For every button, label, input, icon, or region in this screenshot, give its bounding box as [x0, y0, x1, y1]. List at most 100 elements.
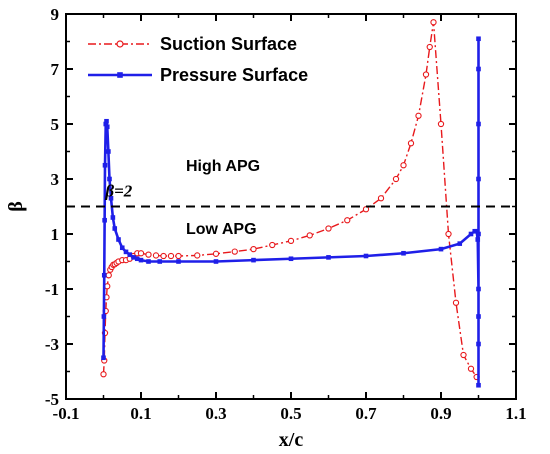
data-point [445, 230, 452, 238]
series-pressure-surface [101, 36, 481, 388]
data-point [438, 246, 444, 252]
data-point [344, 217, 351, 224]
data-point [475, 237, 481, 242]
data-point [474, 228, 479, 234]
data-point [103, 121, 109, 127]
x-axis-title: x/c [279, 429, 304, 451]
data-point [175, 252, 182, 260]
data-point [407, 140, 415, 147]
data-point [250, 245, 257, 253]
data-point [104, 118, 109, 124]
data-point [112, 226, 118, 231]
data-point [392, 175, 400, 183]
y-tick-label: 3 [51, 170, 60, 189]
data-point [100, 371, 107, 378]
data-point [326, 255, 331, 260]
series-line [102, 38, 480, 386]
data-point [131, 255, 136, 260]
x-tick-label: -0.1 [53, 404, 80, 423]
data-point [467, 365, 475, 372]
x-tick-label: 0.3 [205, 404, 226, 423]
x-tick-label: 0.5 [280, 404, 301, 423]
data-point [306, 232, 313, 239]
data-point [167, 252, 175, 260]
data-point [476, 66, 481, 72]
data-point [401, 250, 406, 256]
data-point [400, 162, 407, 169]
data-point [145, 251, 152, 258]
data-point [152, 252, 160, 259]
data-point [476, 286, 481, 292]
data-point [269, 241, 276, 249]
data-point [108, 195, 114, 201]
data-point [105, 272, 112, 279]
data-point [430, 19, 437, 26]
data-point [363, 253, 369, 259]
data-point [452, 299, 460, 306]
series-layer [100, 19, 481, 388]
data-point [106, 149, 111, 154]
data-point [101, 272, 107, 278]
y-tick-label: 5 [51, 115, 60, 134]
data-point [194, 252, 201, 259]
data-point [426, 43, 433, 51]
data-point [287, 237, 295, 245]
data-point [476, 341, 481, 347]
y-tick-label: -5 [45, 390, 59, 409]
data-point [476, 382, 481, 388]
data-point [460, 351, 467, 359]
y-tick-label: -3 [45, 335, 59, 354]
x-tick-label: 0.9 [430, 404, 451, 423]
data-point [212, 250, 220, 257]
y-axis-title: β [5, 201, 27, 212]
data-point [476, 36, 481, 42]
legend-marker [117, 72, 123, 78]
y-tick-label: -1 [45, 280, 59, 299]
data-point [476, 176, 481, 182]
data-point [476, 231, 481, 237]
data-point [101, 314, 107, 319]
data-point [157, 259, 163, 264]
annotation-low-apg: Low APG [186, 221, 257, 238]
annotation-high-apg: High APG [186, 158, 260, 175]
legend: Suction Surface Pressure Surface [88, 34, 308, 85]
data-point [415, 112, 422, 119]
y-tick-label: 7 [51, 60, 60, 79]
y-tick-label: 9 [51, 5, 60, 24]
data-point [437, 120, 445, 128]
data-point [231, 248, 238, 255]
data-point [127, 252, 133, 257]
data-point [110, 215, 116, 220]
data-point [476, 121, 481, 127]
data-point [457, 241, 463, 246]
legend-entry-label: Suction Surface [160, 34, 297, 54]
data-point [288, 256, 294, 262]
data-point [325, 225, 332, 232]
data-point [123, 249, 129, 255]
data-point [102, 217, 107, 223]
series-suction-surface [100, 19, 480, 381]
data-point [101, 355, 106, 361]
data-point [107, 176, 112, 182]
data-point [146, 259, 151, 264]
data-point [160, 252, 167, 260]
data-point [476, 314, 481, 319]
data-point [377, 195, 385, 202]
data-point [422, 71, 430, 78]
x-tick-label: 0.7 [355, 404, 377, 423]
legend-marker [116, 40, 124, 48]
data-point [104, 124, 110, 130]
data-point [138, 257, 144, 263]
data-point [176, 259, 181, 264]
data-point [116, 237, 121, 242]
reference-line-label: β=2 [104, 182, 132, 201]
legend-entry-label: Pressure Surface [160, 65, 308, 85]
y-tick-label: 1 [51, 225, 60, 244]
data-point [134, 256, 140, 262]
data-point [213, 259, 219, 264]
x-tick-label: 0.1 [130, 404, 151, 423]
data-point [468, 231, 474, 237]
data-point [137, 250, 145, 257]
data-point [251, 257, 256, 263]
